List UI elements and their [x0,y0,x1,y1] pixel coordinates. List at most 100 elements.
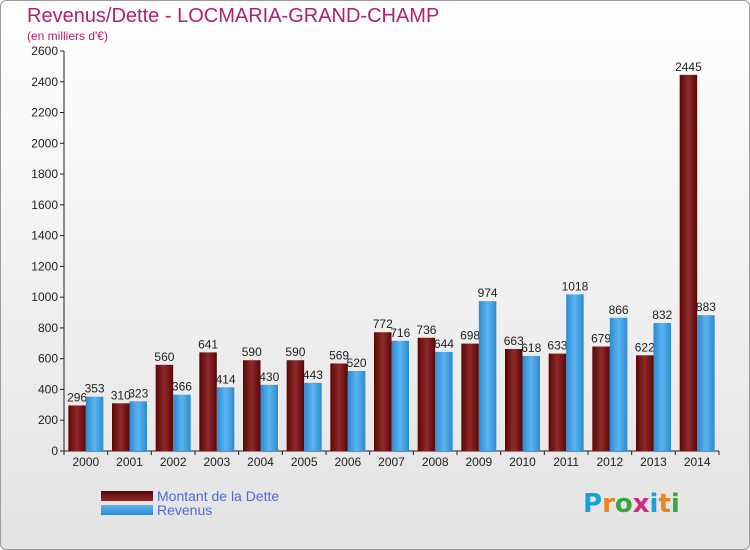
bar-revenus [566,294,584,451]
data-label-dette: 679 [591,332,611,346]
data-label-revenus: 520 [347,356,367,370]
x-tick-label: 2006 [334,455,361,469]
legend-item-revenus: Revenus [101,502,212,518]
bar-dette [155,364,174,451]
data-label-revenus: 353 [85,382,105,396]
bar-revenus [435,351,453,451]
bar-revenus [391,340,409,451]
y-tick-label: 1600 [31,198,58,212]
bar-dette [330,363,348,451]
bar-dette [548,353,567,451]
data-label-dette: 663 [504,334,524,348]
bar-revenus [216,387,235,451]
bar-revenus [85,396,104,451]
logo-letter: i [649,489,659,519]
y-tick-label: 1800 [31,167,58,181]
data-label-dette: 590 [285,345,305,359]
bar-dette [636,355,654,451]
data-label-revenus: 644 [434,337,454,351]
bar-revenus [478,301,497,451]
y-tick-label: 2400 [31,75,58,89]
y-tick-label: 2200 [31,106,58,120]
bar-dette [505,349,523,451]
x-tick-label: 2008 [422,455,449,469]
y-tick-label: 1000 [31,290,58,304]
x-tick-label: 2003 [203,455,230,469]
y-tick-label: 1400 [31,229,58,243]
data-label-revenus: 443 [303,368,323,382]
data-label-dette: 560 [154,350,174,364]
logo-letter: P [583,489,603,519]
y-tick-label: 800 [38,321,58,335]
data-label-dette: 296 [67,390,87,404]
data-label-dette: 633 [547,339,567,353]
chart-subtitle: (en milliers d'€) [27,29,108,43]
legend-item-dette: Montant de la Dette [101,488,279,504]
bar-dette [417,337,436,451]
data-label-dette: 622 [635,340,655,354]
legend-label-revenus: Revenus [157,502,213,518]
bar-dette [199,352,217,451]
x-tick-label: 2000 [72,455,99,469]
data-label-revenus: 430 [259,370,279,384]
bar-revenus [173,394,191,451]
data-label-revenus: 366 [172,380,192,394]
y-tick-label: 200 [38,413,58,427]
x-tick-label: 2009 [465,455,492,469]
data-label-revenus: 832 [652,308,672,322]
proxiti-logo: Proxiti [583,489,680,519]
y-tick-label: 600 [38,352,58,366]
bar-dette [286,360,305,451]
bar-dette [592,346,610,451]
bar-dette [679,74,698,451]
bar-revenus [697,315,715,451]
logo-letter: o [614,489,633,519]
y-tick-label: 2000 [31,136,58,150]
y-tick-label: 1200 [31,259,58,273]
bar-dette [68,405,86,451]
bar-dette [374,332,392,451]
legend-label-dette: Montant de la Dette [157,488,280,504]
data-label-dette: 590 [242,345,262,359]
bar-dette [461,343,479,451]
x-tick-label: 2011 [553,455,579,469]
data-label-revenus: 974 [478,286,498,300]
x-tick-label: 2010 [509,455,536,469]
data-label-revenus: 1018 [562,279,589,293]
logo-letter: i [670,489,680,519]
x-tick-label: 2012 [596,455,623,469]
bar-dette [112,403,130,451]
bar-revenus [129,401,147,451]
x-tick-label: 2014 [684,455,711,469]
data-label-revenus: 866 [609,303,629,317]
x-tick-label: 2013 [640,455,667,469]
bar-revenus [304,382,322,451]
x-tick-label: 2005 [291,455,318,469]
logo-letter: r [602,489,615,519]
legend-swatch-dette [101,491,153,501]
bar-revenus [260,384,278,451]
bar-revenus [522,355,540,451]
x-tick-label: 2007 [378,455,405,469]
data-label-dette: 736 [416,323,436,337]
bar-revenus [653,323,671,451]
data-label-revenus: 414 [216,372,236,386]
data-label-dette: 310 [111,388,131,402]
y-tick-label: 0 [51,444,58,458]
data-label-dette: 772 [373,317,393,331]
data-label-revenus: 716 [390,326,410,340]
bar-revenus [609,317,628,451]
data-label-revenus: 323 [128,386,148,400]
bar-revenus [347,371,366,451]
data-label-dette: 698 [460,329,480,343]
logo-letter: x [632,489,650,519]
x-tick-label: 2004 [247,455,274,469]
chart-title: Revenus/Dette - LOCMARIA-GRAND-CHAMP [27,5,440,27]
data-label-dette: 569 [329,348,349,362]
y-tick-label: 2600 [31,44,58,58]
x-tick-label: 2001 [116,455,143,469]
logo-letter: t [658,489,671,519]
data-label-dette: 2445 [675,60,702,74]
